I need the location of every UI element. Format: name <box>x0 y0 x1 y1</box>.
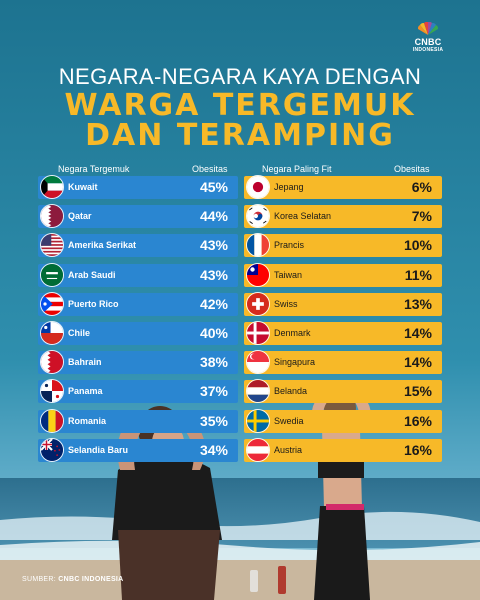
country-name: Arab Saudi <box>68 269 116 280</box>
fittest-country-row: Taiwan 11% <box>244 262 442 287</box>
obesity-value: 14% <box>403 325 432 341</box>
title-line-2: WARGA TERGEMUK <box>64 88 416 123</box>
netherlands-flag-icon <box>246 379 270 404</box>
bahrain-flag-icon <box>40 350 64 375</box>
cnbc-logo: CNBC INDONESIA <box>406 22 450 53</box>
title-line-1: NEGARA-NEGARA KAYA DENGAN <box>58 64 422 89</box>
country-name: Amerika Serikat <box>68 240 137 251</box>
obesity-value: 14% <box>403 354 432 371</box>
denmark-flag-icon <box>246 321 270 345</box>
country-name: Prancis <box>274 240 305 251</box>
fittest-country-row: Swedia 16% <box>244 408 442 433</box>
fittest-country-row: Austria 16% <box>244 437 442 462</box>
country-name: Puerto Rico <box>68 298 119 309</box>
fattest-country-row: Amerika Serikat 43% <box>38 233 238 258</box>
obesity-value: 13% <box>403 295 432 312</box>
left-column-header-obesity: Obesitas <box>192 164 228 174</box>
fattest-country-row: Arab Saudi 43% <box>38 262 238 287</box>
title-line-3: DAN TERAMPING <box>85 118 395 153</box>
right-column-header-obesity: Obesitas <box>394 164 430 174</box>
source-credit: SUMBER: CNBC INDONESIA <box>22 576 124 583</box>
obesity-value: 7% <box>411 208 432 225</box>
fattest-country-row: Bahrain 38% <box>38 350 238 375</box>
country-name: Austria <box>274 444 303 455</box>
right-column-header-country: Negara Paling Fit <box>262 164 332 174</box>
fattest-country-row: Panama 37% <box>38 379 238 404</box>
obesity-value: 16% <box>403 441 432 458</box>
fattest-country-row: Chile 40% <box>38 321 238 345</box>
obesity-value: 42% <box>199 295 228 312</box>
source-name: CNBC INDONESIA <box>58 576 124 583</box>
country-name: Swedia <box>274 415 304 426</box>
fittest-country-row: Swiss 13% <box>244 291 442 316</box>
country-name: Belanda <box>274 386 308 397</box>
fattest-country-row: Qatar 44% <box>38 204 238 229</box>
switzerland-flag-icon <box>246 291 270 316</box>
country-name: Kuwait <box>68 182 98 192</box>
romania-flag-icon <box>40 408 64 433</box>
source-label: SUMBER: <box>22 576 56 583</box>
chile-flag-icon <box>40 321 64 345</box>
country-name: Chile <box>68 328 91 338</box>
obesity-value: 16% <box>403 412 432 429</box>
fittest-country-row: Prancis 10% <box>244 233 442 258</box>
obesity-value: 43% <box>199 266 228 283</box>
obesity-value: 37% <box>199 383 228 400</box>
south-korea-flag-icon <box>246 204 270 229</box>
japan-flag-icon <box>246 175 270 199</box>
obesity-value: 38% <box>199 354 228 371</box>
obesity-value: 11% <box>404 266 432 283</box>
obesity-value: 45% <box>199 179 228 195</box>
fattest-country-row: Selandia Baru 34% <box>38 437 238 462</box>
obesity-value: 15% <box>403 383 432 400</box>
obesity-value: 6% <box>411 179 432 195</box>
fattest-country-row: Puerto Rico 42% <box>38 291 238 316</box>
country-name: Romania <box>68 415 107 426</box>
country-name: Singapura <box>274 357 316 368</box>
country-name: Korea Selatan <box>274 211 332 222</box>
taiwan-flag-icon <box>246 262 270 287</box>
country-name: Taiwan <box>274 269 303 280</box>
sweden-flag-icon <box>246 408 270 433</box>
country-name: Qatar <box>68 211 92 222</box>
country-name: Denmark <box>274 328 311 338</box>
logo-text: CNBC <box>414 37 442 47</box>
country-name: Selandia Baru <box>68 444 129 455</box>
austria-flag-icon <box>246 437 270 462</box>
panama-flag-icon <box>40 379 64 404</box>
obesity-value: 35% <box>199 412 228 429</box>
country-name: Jepang <box>274 182 304 192</box>
fittest-country-row: Korea Selatan 7% <box>244 204 442 229</box>
country-name: Panama <box>68 386 103 397</box>
fittest-country-row: Jepang 6% <box>244 175 442 199</box>
logo-subtext: INDONESIA <box>412 47 444 53</box>
singapore-flag-icon <box>246 350 270 375</box>
fattest-country-row: Kuwait 45% <box>38 175 238 199</box>
obesity-value: 10% <box>403 237 432 254</box>
saudi-arabia-flag-icon <box>40 262 64 287</box>
country-name: Bahrain <box>68 357 102 368</box>
obesity-value: 43% <box>199 237 228 254</box>
obesity-value: 40% <box>199 325 228 341</box>
kuwait-flag-icon <box>40 175 64 199</box>
fittest-country-row: Belanda 15% <box>244 379 442 404</box>
fittest-country-row: Singapura 14% <box>244 350 442 375</box>
fittest-country-row: Denmark 14% <box>244 321 442 345</box>
france-flag-icon <box>246 233 270 258</box>
qatar-flag-icon <box>40 204 64 229</box>
puerto-rico-flag-icon <box>40 291 64 316</box>
obesity-value: 44% <box>199 208 228 225</box>
obesity-value: 34% <box>199 441 228 458</box>
fattest-country-row: Romania 35% <box>38 408 238 433</box>
peacock-icon <box>417 22 439 35</box>
new-zealand-flag-icon <box>40 437 64 462</box>
left-column-header-country: Negara Tergemuk <box>58 164 130 174</box>
country-name: Swiss <box>274 298 298 309</box>
usa-flag-icon <box>40 233 64 258</box>
